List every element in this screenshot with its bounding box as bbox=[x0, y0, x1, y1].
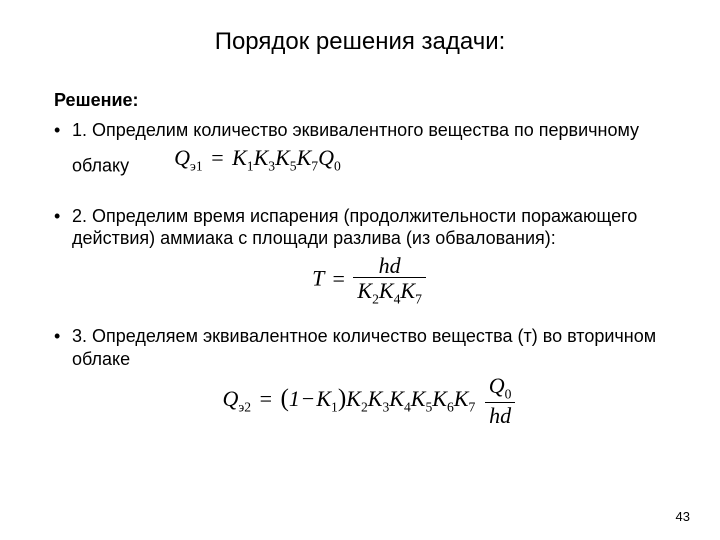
formula: Qэ1 = K1K3K5K7Q0 bbox=[174, 146, 341, 173]
slide: Порядок решения задачи: Решение: 1. Опре… bbox=[0, 0, 720, 540]
list-item: 3. Определяем эквивалентное количество в… bbox=[54, 325, 666, 428]
page-number: 43 bbox=[676, 509, 690, 524]
list-item: 1. Определим количество эквивалентного в… bbox=[54, 119, 666, 191]
bullet-text: 2. Определим время испарения (продолжите… bbox=[72, 206, 637, 249]
subheading: Решение: bbox=[54, 90, 666, 111]
bullet-text: 3. Определяем эквивалентное количество в… bbox=[72, 326, 656, 369]
bullet-text: 1. Определим количество эквивалентного в… bbox=[72, 120, 639, 175]
formula: T = hd K2K4K7 bbox=[72, 254, 666, 307]
list-item: 2. Определим время испарения (продолжите… bbox=[54, 205, 666, 307]
page-title: Порядок решения задачи: bbox=[54, 28, 666, 56]
bullet-list: 1. Определим количество эквивалентного в… bbox=[54, 119, 666, 428]
formula: Qэ2 = (1−K1)K2K3K4K5K6K7 Q0 hd bbox=[72, 374, 666, 428]
